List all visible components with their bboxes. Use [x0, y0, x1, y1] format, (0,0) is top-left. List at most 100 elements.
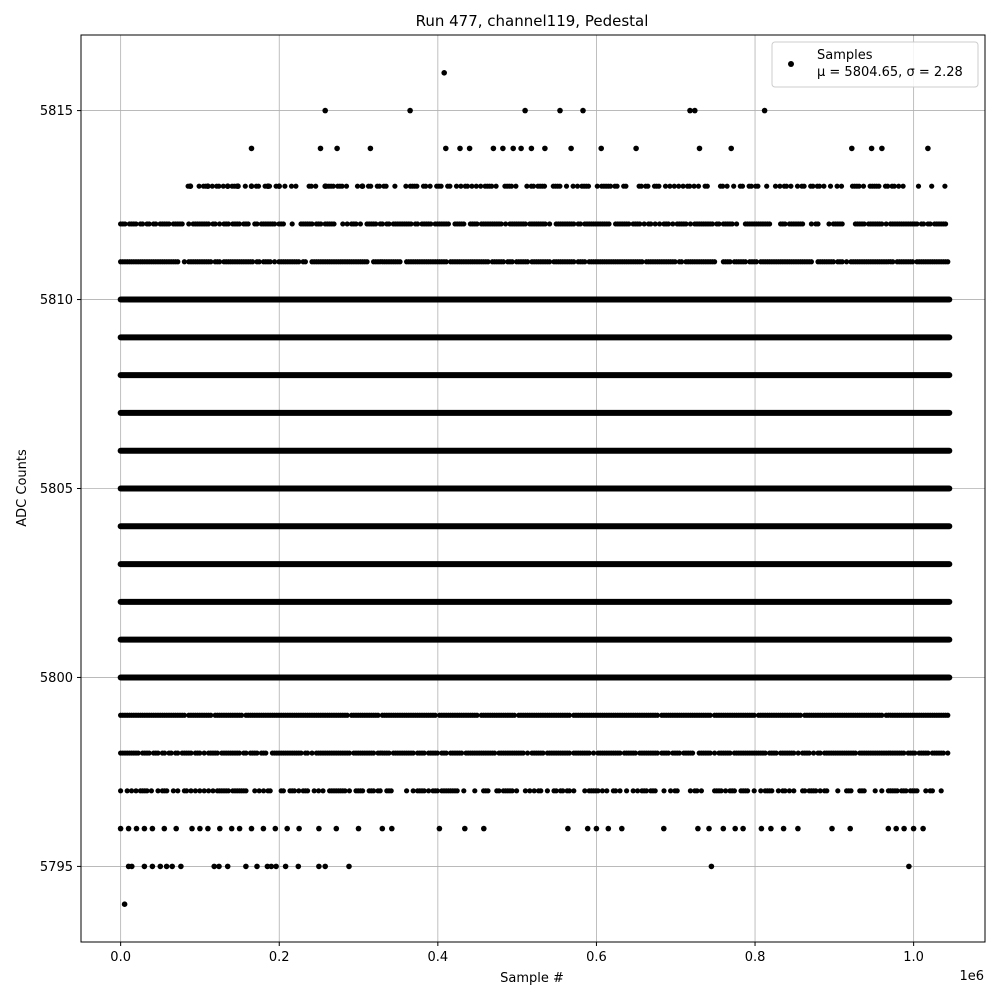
data-point	[503, 221, 509, 227]
data-point	[343, 183, 350, 189]
data-point	[849, 145, 855, 152]
data-point	[794, 183, 801, 189]
data-point	[720, 825, 727, 832]
data-point	[236, 750, 242, 756]
data-point	[861, 221, 867, 227]
y-tick-label: 5815	[40, 104, 73, 119]
data-point	[891, 183, 897, 189]
data-point	[893, 825, 899, 832]
data-point	[694, 788, 700, 794]
data-point	[691, 183, 697, 189]
data-point	[599, 788, 606, 794]
data-point	[509, 788, 515, 794]
data-point	[252, 788, 258, 794]
data-point	[530, 183, 537, 189]
data-point	[242, 183, 248, 189]
data-point	[522, 221, 529, 227]
data-point	[179, 221, 185, 227]
data-point	[571, 259, 577, 265]
sample-band	[118, 221, 949, 227]
data-point	[852, 750, 859, 756]
data-point	[149, 825, 156, 832]
data-point	[263, 750, 269, 756]
data-point	[353, 221, 359, 227]
data-point	[371, 750, 377, 756]
data-point	[598, 145, 604, 152]
data-point	[206, 788, 212, 794]
data-point	[791, 750, 797, 756]
data-point	[201, 750, 207, 756]
data-point	[695, 183, 702, 189]
data-point	[580, 107, 586, 114]
data-point	[133, 221, 139, 227]
data-point	[706, 825, 712, 832]
data-point	[927, 221, 933, 227]
data-point	[140, 221, 146, 227]
data-point	[346, 750, 352, 756]
data-point	[500, 259, 506, 265]
data-point	[692, 107, 698, 114]
data-point	[254, 863, 260, 870]
data-point	[652, 788, 658, 794]
data-point	[817, 788, 823, 794]
data-point	[687, 788, 694, 794]
data-point	[641, 221, 647, 227]
data-point	[848, 788, 854, 794]
data-point	[443, 145, 449, 152]
data-point	[386, 221, 392, 227]
data-point	[676, 750, 683, 756]
data-point	[712, 750, 718, 756]
data-point	[940, 750, 947, 756]
data-point	[547, 221, 553, 227]
data-point	[540, 750, 546, 756]
data-point	[910, 825, 917, 832]
data-point	[527, 788, 533, 794]
data-point	[739, 183, 746, 189]
data-point	[466, 145, 473, 152]
data-point	[272, 825, 279, 832]
data-point	[188, 750, 194, 756]
data-point	[687, 221, 694, 227]
data-point	[560, 788, 566, 794]
data-point	[795, 750, 801, 756]
data-point	[782, 221, 788, 227]
data-point	[811, 750, 817, 756]
data-point	[254, 221, 260, 227]
data-point	[593, 825, 600, 832]
data-point	[901, 750, 907, 756]
data-point	[316, 863, 322, 870]
data-point	[652, 221, 658, 227]
data-point	[860, 183, 867, 189]
data-point	[566, 788, 573, 794]
data-point	[665, 750, 672, 756]
data-point	[178, 863, 184, 870]
data-point	[392, 183, 398, 189]
data-point	[216, 183, 222, 189]
x-tick-label: 1.0	[903, 950, 924, 965]
data-point	[311, 788, 317, 794]
data-point	[388, 788, 394, 794]
data-point	[838, 183, 845, 189]
data-point	[661, 788, 667, 794]
data-point	[210, 788, 216, 794]
data-point	[117, 825, 124, 832]
data-point	[220, 183, 226, 189]
data-point	[217, 825, 223, 832]
data-point	[619, 825, 625, 832]
data-point	[175, 750, 181, 756]
data-point	[410, 750, 416, 756]
data-point	[929, 183, 935, 189]
data-point	[570, 183, 576, 189]
legend-box	[771, 41, 979, 88]
data-point	[683, 221, 689, 227]
data-point	[885, 183, 891, 189]
data-point	[423, 183, 429, 189]
data-point	[639, 259, 645, 265]
data-point	[305, 788, 311, 794]
data-point	[810, 183, 816, 189]
data-point	[723, 788, 729, 794]
data-point	[773, 750, 779, 756]
data-point	[214, 750, 220, 756]
data-point	[635, 788, 641, 794]
data-point	[508, 183, 515, 189]
